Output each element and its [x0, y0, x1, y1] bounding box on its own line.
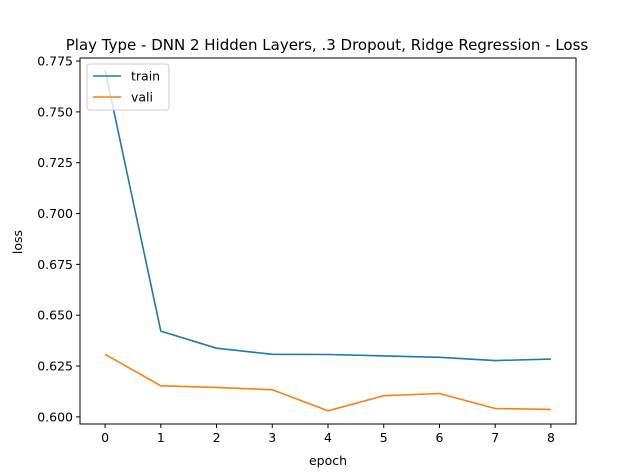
x-tick-label: 5 — [380, 430, 388, 445]
y-tick-label: 0.725 — [37, 155, 73, 170]
series-line-train — [104, 70, 551, 362]
series-lines — [104, 70, 551, 412]
x-tick-label: 4 — [324, 430, 332, 445]
y-tick-label: 0.600 — [37, 409, 73, 424]
y-tick-label: 0.750 — [37, 104, 73, 119]
y-axis: 0.600 0.625 0.650 0.675 0.700 0.725 0.750 0.775 — [37, 54, 80, 424]
x-tick-label: 2 — [213, 430, 221, 445]
y-tick-label: 0.650 — [37, 308, 73, 323]
plot-frame — [79, 57, 577, 425]
x-tick-label: 6 — [435, 430, 443, 445]
y-tick-label: 0.700 — [37, 206, 73, 221]
y-tick-label: 0.625 — [37, 359, 73, 374]
plot-area — [79, 57, 577, 425]
legend: train vali — [86, 63, 170, 111]
x-axis-label: epoch — [309, 453, 347, 468]
chart-title: Play Type - DNN 2 Hidden Layers, .3 Drop… — [66, 36, 589, 54]
x-axis: 0 1 2 3 4 5 6 7 8 — [101, 424, 555, 445]
series-line-vali — [104, 353, 551, 412]
y-tick-label: 0.675 — [37, 257, 73, 272]
y-tick-label: 0.775 — [37, 54, 73, 69]
x-tick-label: 7 — [491, 430, 499, 445]
legend-label-vali: vali — [131, 90, 153, 105]
x-tick-label: 8 — [547, 430, 555, 445]
x-tick-label: 1 — [157, 430, 165, 445]
x-tick-label: 3 — [268, 430, 276, 445]
x-tick-label: 0 — [101, 430, 109, 445]
y-axis-label: loss — [10, 230, 25, 254]
legend-label-train: train — [131, 69, 160, 84]
